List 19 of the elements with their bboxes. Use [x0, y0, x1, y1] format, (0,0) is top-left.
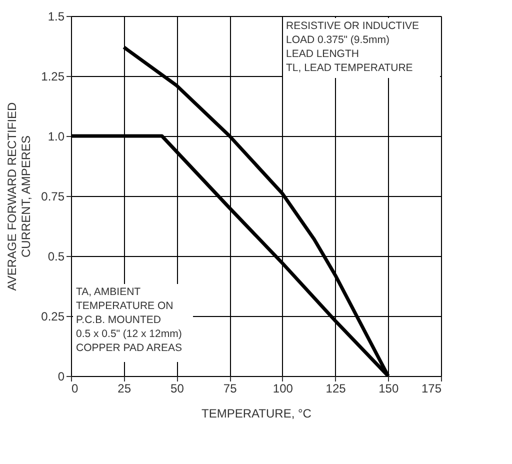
y-tick-label: 0.5 [48, 250, 65, 264]
x-tick-label: 0 [72, 382, 78, 396]
y-tick-label: 0.25 [41, 310, 65, 324]
x-tick-label: 25 [118, 382, 132, 396]
annotation: RESISTIVE OR INDUCTIVE LOAD 0.375" (9.5mm) LEAD LENGTH TL, LEAD TEMPERATURE [286, 20, 420, 74]
y-tick-label: 0 [58, 370, 65, 384]
x-tick-label: 100 [272, 382, 294, 396]
x-tick-label: 125 [326, 382, 346, 396]
y-tick-label: 1.0 [48, 130, 65, 144]
y-tick-label: 1.5 [48, 10, 65, 24]
x-axis-title: TEMPERATURE, °C [202, 406, 312, 420]
y-tick-label: 0.75 [41, 190, 65, 204]
annotation: TA, AMBIENT TEMPERATURE ON P.C.B. MOUNTED 0.5 x 0.5" (12 x 12mm) COPPER PAD AREAS [76, 286, 182, 354]
x-tick-label: 150 [378, 382, 399, 396]
y-tick-label: 1.25 [41, 70, 65, 84]
x-tick-label: 75 [223, 382, 238, 396]
x-tick-label: 50 [170, 382, 184, 396]
x-tick-label: 175 [421, 382, 442, 396]
y-axis-title: AVERAGE FORWARD RECTIFIED CURRENT, AMPERES [5, 102, 34, 291]
